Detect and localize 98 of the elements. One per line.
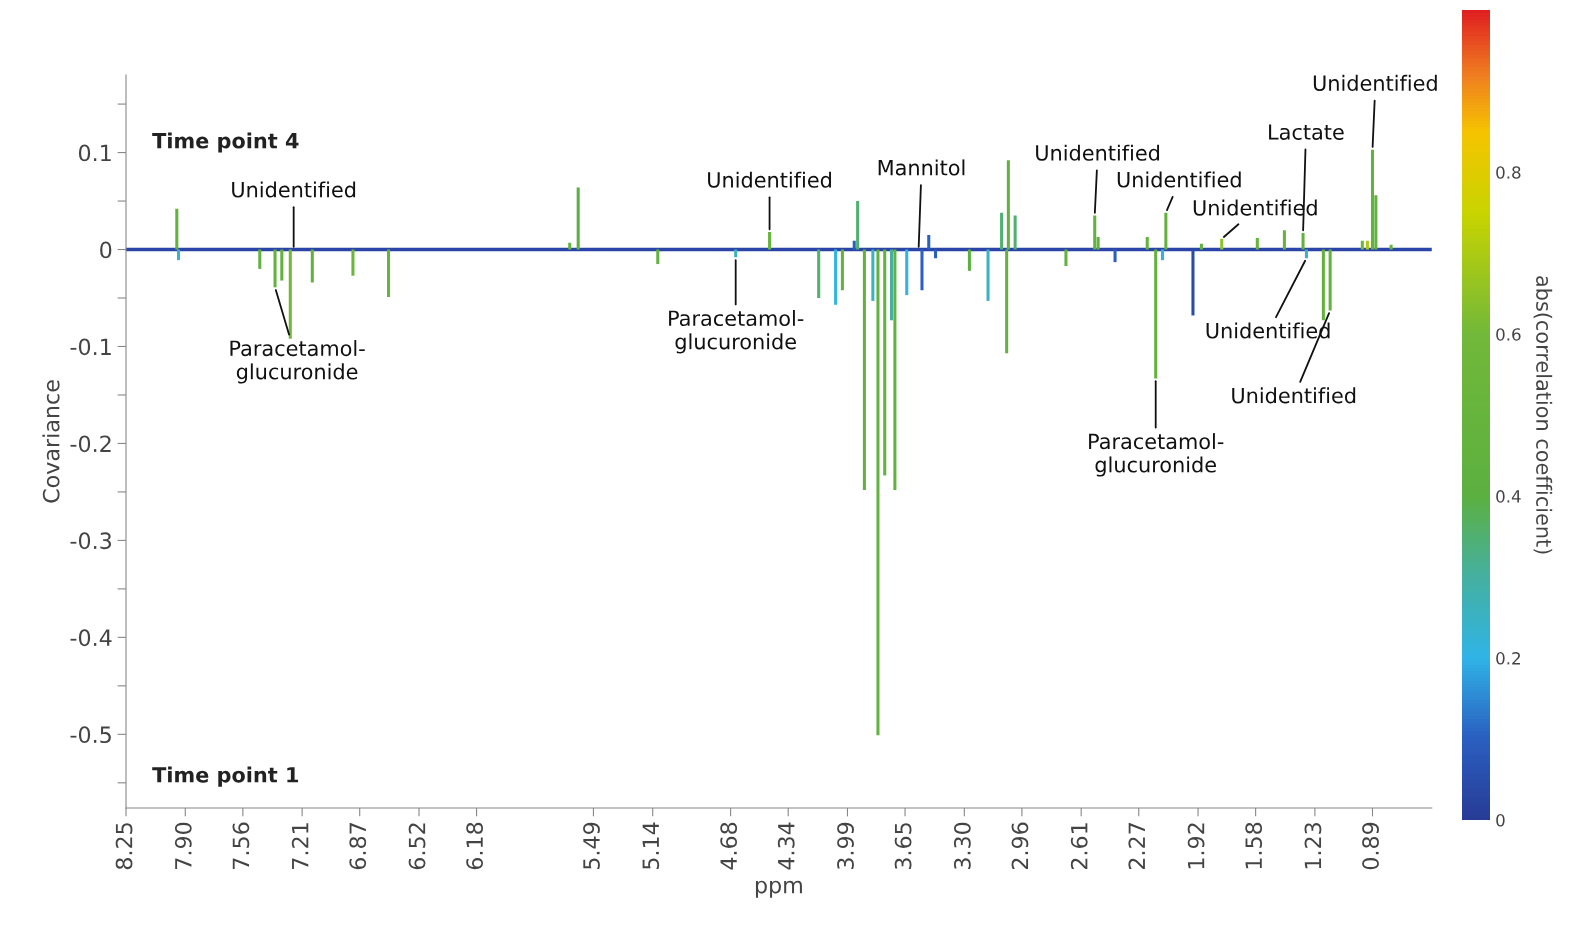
color-bar-label: 0.4 [1496,490,1521,503]
x-tick-label: 4.34 [777,822,795,870]
annotation: Unidentified [1117,171,1241,188]
bar [893,249,897,490]
x-tick-label: 3.99 [837,822,854,870]
bar [386,249,391,298]
x-tick-label: 3.30 [953,822,971,870]
bar [1282,230,1286,250]
x-tick-label: 5.14 [642,822,660,869]
bar [273,249,277,288]
x-tick-label: 1.92 [1187,823,1205,869]
y-tick-label: -0.3 [70,532,112,550]
bar [1013,215,1017,250]
x-tick-label: 6.52 [408,823,426,870]
bar [889,249,894,321]
bar [840,249,844,291]
bar [1365,240,1369,250]
y-tick-label: -0.5 [70,726,111,744]
color-bar-label: 0.2 [1496,652,1520,665]
bar [1093,215,1097,250]
bar [176,249,181,261]
bar [905,249,909,296]
bar [1370,149,1375,250]
bar [656,249,660,265]
annotation: Unidentified [1313,74,1437,91]
color-bar-label: 0.8 [1496,166,1521,179]
bar [834,249,838,305]
annotation: Lactate [1269,124,1344,140]
bar [1389,244,1393,250]
annotation: Unidentified [232,181,356,198]
bar [920,249,924,291]
bar [258,249,262,269]
bar [1328,249,1332,311]
annotation: Paracetamol- glucuronide [1089,433,1224,477]
bar [871,249,875,301]
bar [1255,237,1259,250]
bar [1321,249,1325,321]
bar [1113,249,1117,263]
x-tick-label: 2.61 [1070,823,1088,870]
color-bar-title: abs(correlation coefficient) [1533,276,1553,554]
bar [817,249,821,298]
bar [768,232,772,250]
x-axis-title: ppm [755,880,802,898]
y-tick-label: -0.2 [70,435,111,453]
x-tick-label: 7.21 [291,823,309,869]
bar [876,249,880,736]
annotation: Paracetamol- glucuronide [669,309,804,354]
y-tick-label: -0.4 [70,629,112,647]
bar [576,187,580,250]
bar [986,249,990,301]
annotation: Paracetamol- glucuronide [230,340,365,384]
bar [1145,236,1149,250]
annotation: Time point 1 [152,766,299,787]
x-tick-label: 7.56 [232,822,250,869]
x-tick-label: 6.18 [466,822,484,870]
x-tick-label: 1.58 [1245,822,1263,869]
annotation: Unidentified [1232,387,1356,404]
y-tick-label: 0 [100,241,112,259]
bar [1154,249,1158,379]
bar [310,249,314,283]
x-tick-label: 1.23 [1304,823,1322,869]
x-tick-label: 5.49 [583,822,600,869]
bar [351,249,355,276]
color-bar-label: 0.6 [1496,328,1521,341]
bar [1164,212,1168,250]
bar [856,201,860,250]
bar [280,249,284,281]
annotation: Unidentified [1036,144,1160,161]
x-tick-label: 3.65 [894,823,912,870]
bar [1160,249,1164,261]
bar [967,249,971,271]
annotation: Unidentified [708,171,831,188]
y-tick-label: -0.1 [70,338,111,356]
bar [175,208,179,250]
x-tick-label: 4.68 [720,822,738,870]
bar [1199,243,1203,250]
y-axis-title: Covariance [42,380,60,503]
color-bar-label: 0 [1496,813,1505,827]
annotation: Mannitol [878,159,965,176]
x-tick-label: 2.96 [1011,822,1029,870]
bar [568,242,572,250]
bar [862,249,866,490]
bar [1301,233,1305,250]
x-tick-label: 0.89 [1362,822,1379,870]
annotation: Time point 4 [152,132,299,153]
bar [927,234,931,250]
bar [1064,249,1068,266]
bar [1220,238,1224,250]
bar [1360,240,1364,250]
x-tick-label: 6.87 [349,823,367,870]
bar [852,240,856,250]
x-tick-label: 8.25 [115,823,133,870]
bar [288,249,292,339]
x-tick-label: 2.27 [1128,823,1145,870]
bar [883,249,887,476]
bar [1000,212,1004,250]
y-tick-label: 0.1 [78,144,111,162]
x-tick-label: 7.90 [174,822,192,869]
